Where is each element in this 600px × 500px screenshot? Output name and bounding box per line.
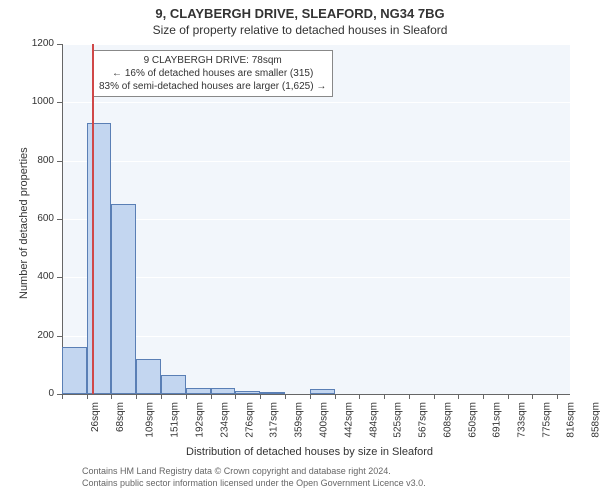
x-tick-label: 68sqm xyxy=(115,402,126,432)
x-tick-label: 192sqm xyxy=(194,402,205,438)
y-tick-label: 800 xyxy=(22,155,54,166)
histogram-bar xyxy=(62,347,87,394)
x-tick-mark xyxy=(409,394,410,399)
x-tick-mark xyxy=(458,394,459,399)
x-tick-mark xyxy=(260,394,261,399)
x-tick-label: 650sqm xyxy=(467,402,478,438)
annotation-line-2: ← 16% of detached houses are smaller (31… xyxy=(99,67,326,80)
x-tick-mark xyxy=(532,394,533,399)
y-tick-label: 0 xyxy=(22,388,54,399)
histogram-bar xyxy=(161,375,186,394)
x-tick-mark xyxy=(285,394,286,399)
x-tick-label: 608sqm xyxy=(442,402,453,438)
x-tick-label: 26sqm xyxy=(90,402,101,432)
x-tick-mark xyxy=(186,394,187,399)
x-tick-mark xyxy=(335,394,336,399)
x-tick-label: 109sqm xyxy=(145,402,156,438)
chart-title-sub: Size of property relative to detached ho… xyxy=(0,21,600,37)
x-tick-label: 276sqm xyxy=(244,402,255,438)
x-tick-label: 775sqm xyxy=(542,402,553,438)
chart-title-main: 9, CLAYBERGH DRIVE, SLEAFORD, NG34 7BG xyxy=(0,0,600,21)
chart-container: 9, CLAYBERGH DRIVE, SLEAFORD, NG34 7BG S… xyxy=(0,0,600,500)
y-tick-label: 600 xyxy=(22,213,54,224)
x-tick-label: 567sqm xyxy=(418,402,429,438)
x-tick-label: 858sqm xyxy=(591,402,600,438)
x-tick-mark xyxy=(310,394,311,399)
x-tick-label: 151sqm xyxy=(170,402,181,438)
x-tick-label: 733sqm xyxy=(517,402,528,438)
histogram-bar xyxy=(111,204,136,394)
x-tick-label: 691sqm xyxy=(492,402,503,438)
x-tick-mark xyxy=(161,394,162,399)
y-tick-label: 1200 xyxy=(22,38,54,49)
histogram-bar xyxy=(136,359,160,394)
annotation-line-3: 83% of semi-detached houses are larger (… xyxy=(99,80,326,93)
histogram-bar xyxy=(310,389,335,394)
histogram-bar xyxy=(260,392,284,394)
y-tick-label: 1000 xyxy=(22,96,54,107)
x-tick-label: 442sqm xyxy=(343,402,354,438)
gridline xyxy=(62,44,570,45)
x-tick-label: 359sqm xyxy=(294,402,305,438)
x-axis-label: Distribution of detached houses by size … xyxy=(186,446,433,458)
x-tick-label: 317sqm xyxy=(269,402,280,438)
x-tick-mark xyxy=(384,394,385,399)
gridline xyxy=(62,277,570,278)
histogram-bar xyxy=(87,123,111,394)
x-tick-mark xyxy=(235,394,236,399)
x-tick-mark xyxy=(211,394,212,399)
x-tick-mark xyxy=(434,394,435,399)
chart-footer: Contains HM Land Registry data © Crown c… xyxy=(82,466,426,489)
x-tick-label: 816sqm xyxy=(566,402,577,438)
x-tick-mark xyxy=(136,394,137,399)
histogram-bar xyxy=(235,391,260,394)
x-tick-mark xyxy=(62,394,63,399)
gridline xyxy=(62,219,570,220)
gridline xyxy=(62,336,570,337)
gridline xyxy=(62,161,570,162)
y-tick-label: 400 xyxy=(22,271,54,282)
histogram-bar xyxy=(211,388,235,394)
y-tick-label: 200 xyxy=(22,330,54,341)
annotation-line-1: 9 CLAYBERGH DRIVE: 78sqm xyxy=(99,54,326,67)
footer-line-2: Contains public sector information licen… xyxy=(82,478,426,490)
property-marker-line xyxy=(92,44,94,394)
x-axis-line xyxy=(62,394,570,395)
gridline xyxy=(62,102,570,103)
x-tick-mark xyxy=(508,394,509,399)
x-tick-mark xyxy=(483,394,484,399)
x-tick-mark xyxy=(87,394,88,399)
y-axis-line xyxy=(62,44,63,394)
x-tick-label: 525sqm xyxy=(393,402,404,438)
x-tick-label: 484sqm xyxy=(368,402,379,438)
annotation-box: 9 CLAYBERGH DRIVE: 78sqm ← 16% of detach… xyxy=(92,50,333,97)
histogram-bar xyxy=(186,388,211,394)
x-tick-mark xyxy=(557,394,558,399)
x-tick-mark xyxy=(359,394,360,399)
x-tick-label: 400sqm xyxy=(318,402,329,438)
x-tick-label: 234sqm xyxy=(219,402,230,438)
x-tick-mark xyxy=(111,394,112,399)
footer-line-1: Contains HM Land Registry data © Crown c… xyxy=(82,466,426,478)
